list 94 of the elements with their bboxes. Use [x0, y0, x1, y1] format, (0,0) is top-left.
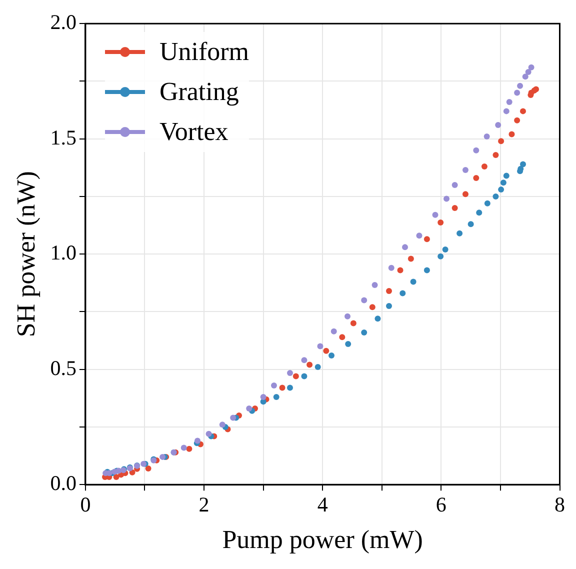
y-tick-label: 1.5	[50, 125, 76, 150]
point	[301, 357, 308, 364]
point	[476, 210, 482, 216]
y-tick-label: 0.5	[50, 356, 76, 380]
point	[286, 384, 293, 391]
point	[339, 334, 346, 340]
point	[484, 134, 490, 140]
point	[473, 175, 480, 182]
point	[498, 186, 504, 193]
y-axis-title: SH power (nW)	[11, 171, 40, 338]
point	[522, 74, 528, 80]
point	[369, 304, 376, 310]
point	[528, 64, 534, 70]
point	[397, 267, 404, 274]
legend-label: Uniform	[159, 36, 249, 67]
point	[424, 236, 430, 242]
point	[388, 264, 394, 271]
point	[330, 328, 337, 334]
point	[508, 131, 515, 138]
x-tick-label: 0	[80, 492, 91, 517]
point	[314, 364, 321, 370]
point	[350, 320, 356, 326]
point	[452, 205, 458, 211]
point	[186, 446, 192, 452]
point	[402, 244, 408, 250]
point	[230, 414, 236, 421]
point	[361, 297, 368, 304]
point	[374, 316, 381, 322]
x-tick-label: 6	[436, 492, 446, 517]
point	[323, 348, 330, 354]
point	[456, 230, 463, 236]
point	[113, 474, 120, 480]
point	[328, 352, 334, 359]
point	[438, 220, 444, 226]
point	[416, 232, 422, 239]
point	[444, 196, 450, 202]
point	[514, 117, 520, 124]
point	[386, 302, 392, 309]
point	[180, 444, 187, 451]
point	[386, 288, 392, 294]
point	[279, 384, 286, 391]
point	[520, 108, 526, 114]
point	[452, 182, 458, 188]
point	[246, 406, 252, 412]
legend-label: Grating	[159, 76, 239, 107]
point	[270, 382, 277, 388]
point	[520, 161, 526, 168]
point	[206, 430, 212, 437]
x-tick-label: 4	[317, 492, 328, 517]
point	[503, 172, 510, 179]
point	[361, 329, 368, 336]
point	[484, 200, 490, 206]
point	[194, 438, 201, 444]
x-tick-label: 8	[554, 492, 565, 517]
point	[424, 267, 430, 274]
point	[410, 278, 416, 285]
y-tick-label: 2.0	[50, 10, 76, 34]
point	[145, 465, 152, 472]
point	[473, 147, 480, 154]
point	[344, 313, 350, 320]
point	[301, 373, 308, 380]
point	[442, 246, 448, 252]
point	[525, 69, 532, 76]
x-tick-label: 2	[198, 492, 210, 517]
point	[492, 152, 499, 158]
point	[408, 256, 414, 262]
point	[432, 212, 438, 218]
point	[506, 98, 512, 105]
point	[438, 253, 444, 260]
text: 0.0	[50, 471, 76, 496]
point	[286, 370, 293, 376]
point	[514, 90, 520, 96]
point	[492, 193, 499, 200]
legend-label: Vortex	[159, 116, 228, 147]
point	[400, 290, 406, 296]
point	[260, 394, 266, 400]
point	[345, 340, 352, 347]
point	[517, 82, 524, 89]
point	[468, 221, 474, 228]
point	[462, 166, 468, 173]
point	[495, 122, 502, 128]
x-axis-title: Pump power (mW)	[222, 525, 423, 554]
point	[500, 180, 506, 186]
point	[219, 422, 226, 428]
point	[481, 164, 488, 170]
point	[317, 343, 324, 350]
point	[273, 394, 280, 400]
point	[498, 138, 504, 144]
y-tick-label: 1.0	[50, 240, 76, 265]
point	[292, 373, 299, 380]
point	[462, 191, 468, 198]
point	[306, 362, 313, 368]
point	[503, 108, 510, 114]
point	[372, 282, 378, 288]
